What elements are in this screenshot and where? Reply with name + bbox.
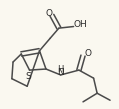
Text: S: S xyxy=(25,72,31,81)
Text: N: N xyxy=(57,68,63,77)
Text: O: O xyxy=(45,9,52,18)
Text: H: H xyxy=(57,65,63,74)
Text: OH: OH xyxy=(73,20,87,29)
Text: O: O xyxy=(84,49,91,58)
